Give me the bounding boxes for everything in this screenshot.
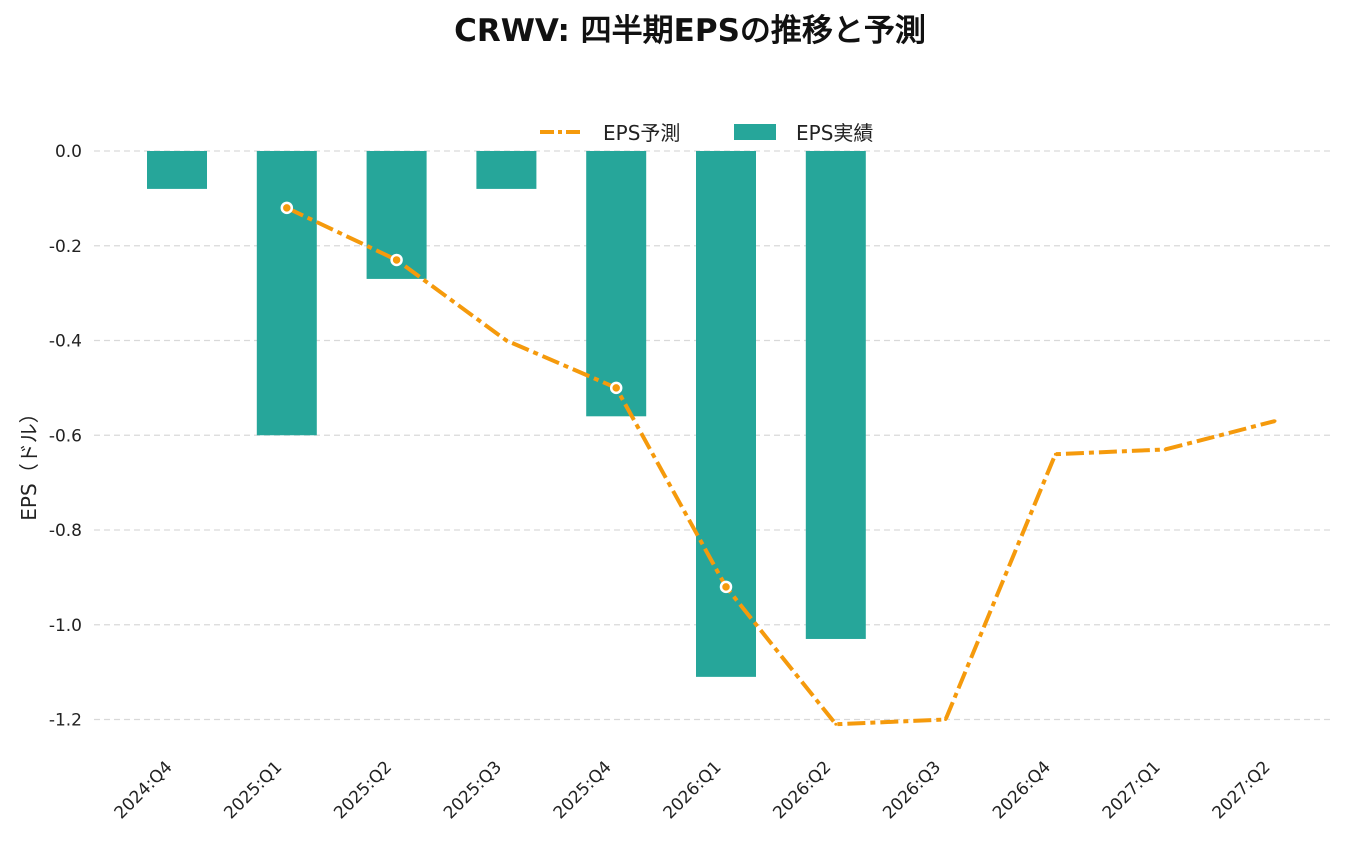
line-point (504, 339, 508, 342)
bar (696, 151, 756, 677)
legend-actual-swatch (734, 124, 776, 140)
y-tick-label: -0.2 (49, 237, 82, 257)
chart-title: CRWV: 四半期EPSの推移と予測 (454, 13, 926, 49)
line-point (1163, 447, 1167, 451)
x-tick-label: 2025:Q1 (220, 757, 286, 823)
highlight-marker (609, 381, 623, 395)
line-series (280, 201, 1277, 727)
x-tick-label: 2027:Q1 (1099, 757, 1165, 823)
line-point (1273, 419, 1277, 423)
y-axis-label: EPS（ドル） (17, 403, 41, 520)
bar (256, 151, 317, 436)
highlight-marker (390, 253, 403, 267)
bar-series (147, 151, 866, 677)
y-tick-label: -0.6 (49, 426, 82, 446)
y-tick-label: -0.4 (49, 332, 82, 352)
line-point (1053, 452, 1057, 456)
x-axis-ticks: 2024:Q4 2025:Q1 2025:Q2 2025:Q3 2025:Q4 2026:… (111, 757, 1275, 823)
x-tick-label: 2024:Q4 (111, 757, 177, 823)
x-tick-label: 2027:Q2 (1209, 757, 1275, 823)
legend-forecast-label: EPS予測 (603, 121, 680, 145)
line-point (944, 718, 948, 721)
legend-actual-label: EPS実績 (796, 121, 873, 145)
highlight-marker (280, 201, 294, 215)
y-tick-label: -1.2 (49, 711, 82, 731)
bar (586, 151, 647, 417)
y-tick-label: -1.0 (49, 616, 82, 636)
y-axis-ticks: 0.0 -0.2 -0.4 -0.6 -0.8 -1.0 -1.2 (49, 142, 82, 731)
line-point (834, 722, 838, 726)
bar (147, 151, 207, 189)
x-tick-label: 2026:Q1 (660, 757, 726, 823)
legend: EPS予測 EPS実績 (540, 121, 873, 145)
highlight-marker (719, 580, 733, 594)
y-tick-label: 0.0 (55, 142, 82, 162)
bar (476, 151, 537, 189)
x-tick-label: 2026:Q3 (879, 757, 945, 823)
x-tick-label: 2026:Q2 (769, 757, 835, 823)
y-tick-label: -0.8 (49, 521, 82, 541)
x-tick-label: 2025:Q3 (440, 757, 506, 823)
forecast-line (285, 206, 1276, 727)
x-tick-label: 2025:Q4 (550, 757, 616, 823)
x-tick-label: 2026:Q4 (989, 757, 1055, 823)
x-tick-label: 2025:Q2 (330, 757, 396, 823)
bar (805, 151, 866, 639)
